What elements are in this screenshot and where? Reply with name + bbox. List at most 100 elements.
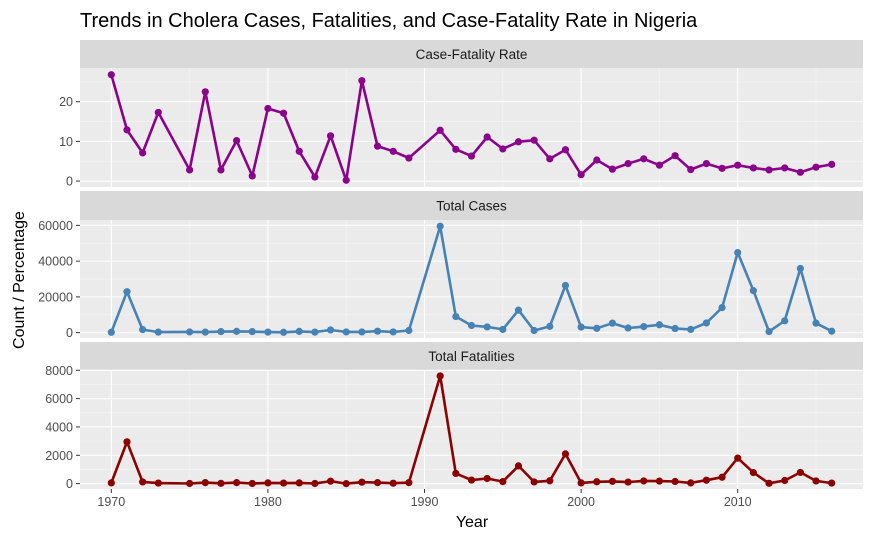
data-point xyxy=(765,166,773,174)
data-point xyxy=(233,327,241,335)
data-point xyxy=(828,160,836,168)
data-point xyxy=(577,479,585,487)
y-tick-label: 60000 xyxy=(38,219,73,233)
data-point xyxy=(405,326,413,335)
data-point xyxy=(326,477,335,485)
data-point xyxy=(734,248,742,257)
data-point xyxy=(734,454,742,462)
panel-background xyxy=(80,370,863,489)
data-point xyxy=(154,108,162,117)
data-point xyxy=(264,479,272,487)
facet-strip-label: Total Cases xyxy=(436,199,507,214)
x-tick-label: 1980 xyxy=(254,495,282,509)
data-point xyxy=(749,468,757,477)
data-point xyxy=(123,438,131,446)
data-point xyxy=(311,173,319,181)
data-point xyxy=(467,476,476,484)
data-point xyxy=(796,264,804,273)
data-point xyxy=(593,324,601,332)
data-point xyxy=(311,479,319,488)
x-tick-label: 2010 xyxy=(724,495,752,509)
data-point xyxy=(217,479,225,487)
data-point xyxy=(201,328,209,336)
data-point xyxy=(781,317,789,325)
data-point xyxy=(279,109,288,117)
data-point xyxy=(828,327,836,335)
data-point xyxy=(311,328,319,336)
data-point xyxy=(718,473,726,481)
data-point xyxy=(452,469,460,478)
y-tick-label: 6000 xyxy=(45,392,73,406)
y-tick-label: 4000 xyxy=(45,420,73,434)
x-tick-label: 1970 xyxy=(97,495,125,509)
x-axis: 1970 1980 1990 2000 2010 xyxy=(97,489,752,509)
y-tick-label: 0 xyxy=(66,175,73,189)
data-point xyxy=(624,324,632,332)
data-point xyxy=(796,468,804,477)
data-point xyxy=(530,326,538,335)
data-point xyxy=(608,477,617,485)
y-tick-label: 10 xyxy=(59,135,73,149)
data-point xyxy=(640,155,648,163)
data-point xyxy=(640,322,648,331)
data-point xyxy=(233,136,241,145)
data-point xyxy=(671,477,679,486)
data-point xyxy=(436,222,444,230)
facet-strip xyxy=(80,40,863,68)
data-point xyxy=(640,477,648,485)
data-point xyxy=(577,171,585,179)
data-point xyxy=(123,288,131,296)
data-point xyxy=(436,126,444,134)
facet-strip-label: Total Fatalities xyxy=(428,349,515,364)
data-point xyxy=(405,479,413,487)
y-axis-title: Count / Percentage xyxy=(11,211,28,349)
data-point xyxy=(530,478,538,486)
data-point xyxy=(655,321,664,329)
y-tick-label: 0 xyxy=(66,477,73,491)
data-point xyxy=(765,479,773,487)
data-point xyxy=(499,145,507,153)
data-point xyxy=(248,172,256,180)
facet-strip-label: Case-Fatality Rate xyxy=(416,47,528,62)
data-point xyxy=(499,478,507,486)
panel-2: Total Cases 0 20000 40000 60000 xyxy=(38,191,863,340)
data-point xyxy=(483,133,491,141)
data-point xyxy=(405,154,413,162)
data-point xyxy=(593,478,601,486)
data-point xyxy=(608,319,617,327)
data-point xyxy=(264,104,272,113)
data-point xyxy=(326,326,335,334)
chart-title: Trends in Cholera Cases, Fatalities, and… xyxy=(80,10,698,32)
data-point xyxy=(452,145,460,153)
data-point xyxy=(624,159,632,168)
data-point xyxy=(624,478,632,486)
data-point xyxy=(186,479,194,488)
data-point xyxy=(186,328,194,336)
data-point xyxy=(248,479,256,488)
data-point xyxy=(139,478,147,486)
data-point xyxy=(139,325,147,334)
data-point xyxy=(452,312,460,321)
data-point xyxy=(702,159,711,168)
data-point xyxy=(781,476,789,485)
data-point xyxy=(812,319,820,327)
data-point xyxy=(593,156,601,164)
data-point xyxy=(107,479,115,487)
x-tick-label: 1990 xyxy=(411,495,439,509)
data-point xyxy=(671,152,679,160)
data-point xyxy=(749,164,757,172)
data-point xyxy=(687,325,695,334)
data-point xyxy=(546,155,554,163)
data-point xyxy=(233,479,241,487)
data-point xyxy=(561,281,570,290)
data-point xyxy=(765,327,773,336)
data-point xyxy=(577,323,585,331)
x-axis-title: Year xyxy=(456,514,489,531)
data-point xyxy=(561,450,570,458)
data-point xyxy=(483,323,491,331)
x-tick-label: 2000 xyxy=(567,495,595,509)
data-point xyxy=(201,88,209,96)
panel-1: Case-Fatality Rate 0 10 20 xyxy=(59,40,863,189)
